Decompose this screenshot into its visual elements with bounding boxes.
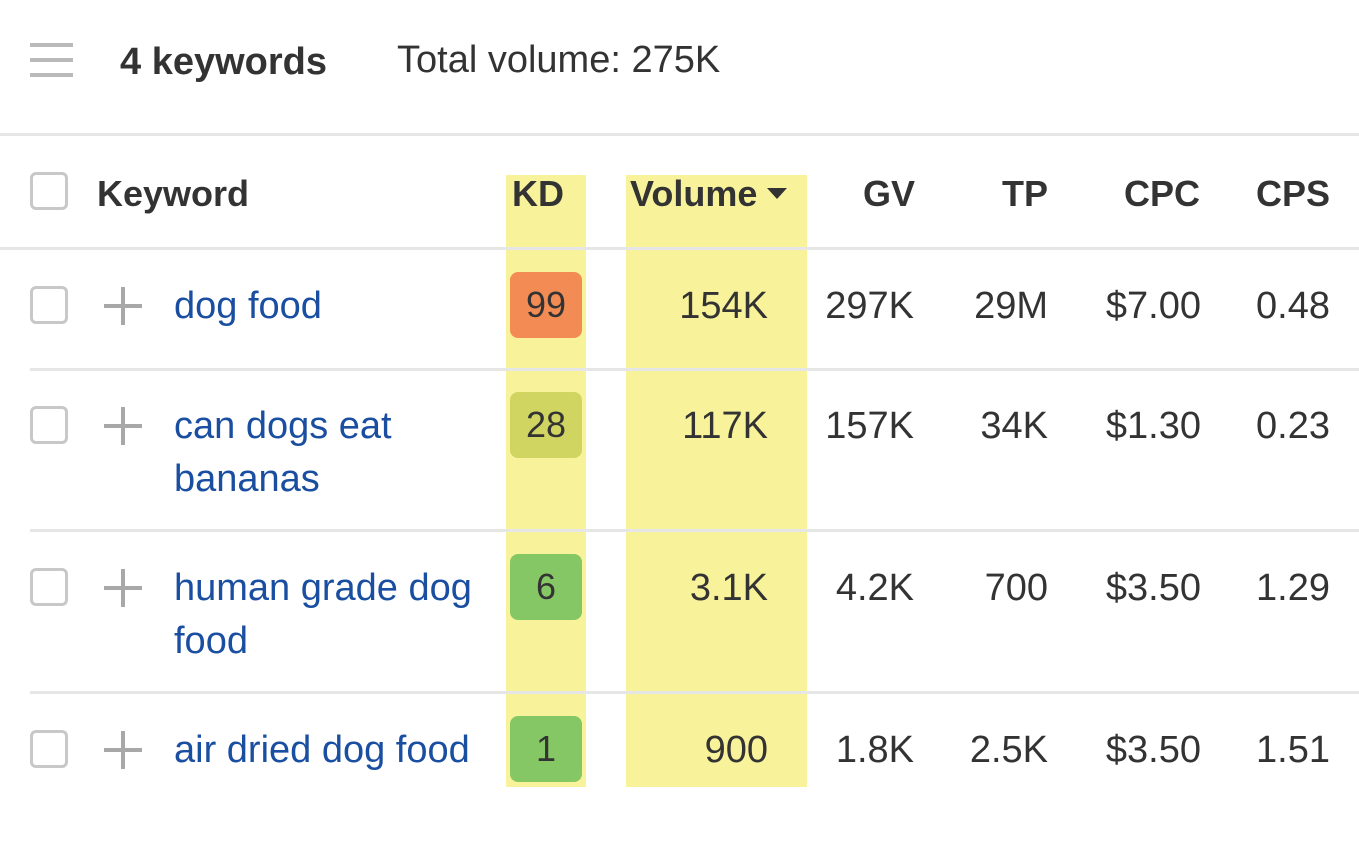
hamburger-menu-icon[interactable] bbox=[30, 43, 73, 77]
kd-badge: 28 bbox=[510, 392, 582, 458]
add-keyword-plus-icon[interactable] bbox=[104, 407, 142, 445]
cps-cell: 1.51 bbox=[1256, 729, 1330, 771]
column-header-kd[interactable]: KD bbox=[512, 173, 564, 214]
gv-cell: 1.8K bbox=[835, 729, 914, 771]
cps-cell: 0.48 bbox=[1256, 285, 1330, 327]
toolbar: 4 keywords Total volume: 275K bbox=[0, 0, 1359, 136]
tp-cell: 2.5K bbox=[969, 729, 1048, 771]
row-checkbox[interactable] bbox=[30, 730, 68, 768]
keyword-count: 4 keywords bbox=[120, 41, 327, 83]
kd-badge: 99 bbox=[510, 272, 582, 338]
table-header bbox=[0, 140, 1359, 250]
row-checkbox[interactable] bbox=[30, 406, 68, 444]
keyword-link[interactable]: dog food bbox=[174, 285, 322, 327]
column-header-volume-label: Volume bbox=[630, 173, 758, 214]
keyword-link[interactable]: human grade dog food bbox=[174, 567, 472, 662]
row-divider bbox=[30, 691, 1359, 694]
sort-descending-icon bbox=[767, 187, 788, 199]
volume-cell: 3.1K bbox=[689, 567, 768, 609]
cpc-cell: $3.50 bbox=[1105, 729, 1201, 771]
kd-badge: 6 bbox=[510, 554, 582, 620]
cpc-cell: $3.50 bbox=[1105, 567, 1201, 609]
add-keyword-plus-icon[interactable] bbox=[104, 287, 142, 325]
row-checkbox[interactable] bbox=[30, 286, 68, 324]
cps-cell: 1.29 bbox=[1256, 567, 1330, 609]
column-header-volume[interactable]: Volume bbox=[630, 172, 788, 216]
tp-cell: 700 bbox=[984, 567, 1048, 609]
gv-cell: 157K bbox=[825, 405, 914, 447]
kd-badge: 1 bbox=[510, 716, 582, 782]
total-volume: Total volume: 275K bbox=[397, 39, 721, 81]
cpc-cell: $1.30 bbox=[1105, 405, 1201, 447]
keyword-link[interactable]: can dogs eat bananas bbox=[174, 405, 392, 500]
row-checkbox[interactable] bbox=[30, 568, 68, 606]
row-divider bbox=[30, 529, 1359, 532]
add-keyword-plus-icon[interactable] bbox=[104, 731, 142, 769]
cps-cell: 0.23 bbox=[1256, 405, 1330, 447]
column-header-gv[interactable]: GV bbox=[862, 173, 915, 214]
add-keyword-plus-icon[interactable] bbox=[104, 569, 142, 607]
cpc-cell: $7.00 bbox=[1105, 285, 1201, 327]
gv-cell: 297K bbox=[825, 285, 914, 327]
select-all-checkbox[interactable] bbox=[30, 172, 68, 210]
column-header-cpc[interactable]: CPC bbox=[1123, 173, 1200, 214]
column-header-tp[interactable]: TP bbox=[1001, 173, 1048, 214]
kd-column-highlight bbox=[506, 175, 586, 787]
row-divider bbox=[30, 368, 1359, 371]
tp-cell: 34K bbox=[980, 405, 1048, 447]
column-header-keyword[interactable]: Keyword bbox=[97, 173, 250, 214]
column-header-cps[interactable]: CPS bbox=[1255, 173, 1330, 214]
volume-cell: 154K bbox=[679, 285, 768, 327]
keyword-link[interactable]: air dried dog food bbox=[174, 729, 470, 771]
volume-cell: 900 bbox=[704, 729, 768, 771]
gv-cell: 4.2K bbox=[835, 567, 914, 609]
volume-column-highlight bbox=[626, 175, 807, 787]
tp-cell: 29M bbox=[974, 285, 1048, 327]
volume-cell: 117K bbox=[682, 405, 768, 447]
